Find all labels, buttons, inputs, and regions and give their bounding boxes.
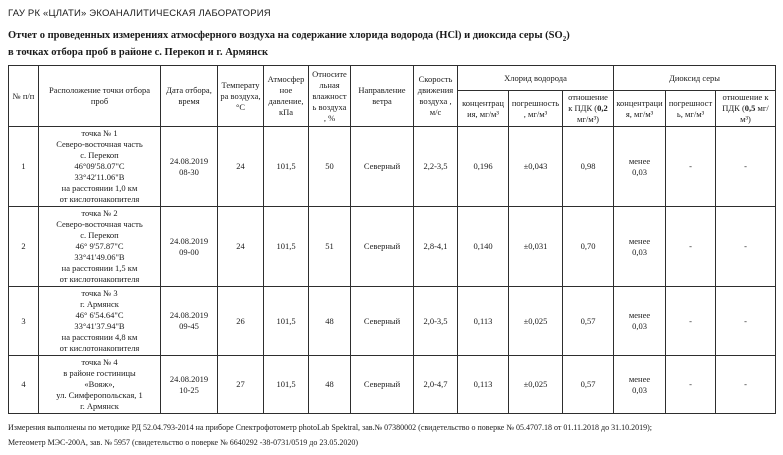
header-pressure: Атмосферное давление, кПа — [263, 65, 309, 128]
cell-so2-concentration: менее 0,03 — [613, 126, 666, 208]
cell-so2-pdk-ratio: - — [714, 286, 777, 357]
cell-temperature: 27 — [217, 355, 264, 415]
cell-hcl-concentration: 0,140 — [457, 206, 509, 288]
cell-so2-error: - — [665, 286, 716, 357]
cell-date: 24.08.2019 08-30 — [160, 126, 218, 208]
cell-num: 1 — [8, 126, 39, 208]
header-hcl-pdk-value: 0,2 — [597, 103, 608, 114]
cell-hcl-concentration: 0,113 — [457, 355, 509, 415]
table-header: № п/п Расположение точки отбора проб Дат… — [8, 65, 777, 128]
cell-date: 24.08.2019 09-45 — [160, 286, 218, 357]
cell-humidity: 48 — [308, 286, 351, 357]
report-title: Отчет о проведенных измерениях атмосферн… — [8, 29, 775, 60]
report-title-main: Отчет о проведенных измерениях атмосферн… — [8, 30, 563, 41]
cell-wind-speed: 2,8-4,1 — [413, 206, 458, 288]
cell-so2-pdk-ratio: - — [714, 206, 777, 288]
cell-num: 3 — [8, 286, 39, 357]
cell-pressure: 101,5 — [263, 355, 309, 415]
cell-so2-error: - — [665, 126, 716, 208]
cell-hcl-pdk-ratio: 0,57 — [562, 355, 614, 415]
cell-so2-error: - — [665, 206, 716, 288]
cell-location: точка № 2 Северо-восточная часть с. Пере… — [38, 206, 161, 288]
cell-location: точка № 1 Северо-восточная часть с. Пере… — [38, 126, 161, 208]
cell-pressure: 101,5 — [263, 206, 309, 288]
header-hcl-pdk-prefix: отношение к ПДК ( — [568, 92, 608, 114]
cell-pressure: 101,5 — [263, 286, 309, 357]
header-humidity: Относительная влажность воздуха , % — [308, 65, 351, 128]
cell-hcl-error: ±0,025 — [508, 286, 563, 357]
header-location: Расположение точки отбора проб — [38, 65, 161, 128]
cell-humidity: 51 — [308, 206, 351, 288]
cell-temperature: 26 — [217, 286, 264, 357]
cell-date: 24.08.2019 09-00 — [160, 206, 218, 288]
cell-so2-concentration: менее 0,03 — [613, 206, 666, 288]
cell-hcl-concentration: 0,113 — [457, 286, 509, 357]
footer-line-1: Измерения выполнены по методике РД 52.04… — [8, 423, 653, 433]
header-so2-pdk-prefix: отношение к ПДК ( — [722, 92, 769, 114]
cell-temperature: 24 — [217, 126, 264, 208]
cell-num: 2 — [8, 206, 39, 288]
lab-header: ГАУ РК «ЦЛАТИ» ЭКОАНАЛИТИЧЕСКАЯ ЛАБОРАТО… — [8, 8, 271, 19]
table-row: 4 точка № 4 в районе гостиницы «Вояж», у… — [8, 355, 777, 415]
cell-humidity: 48 — [308, 355, 351, 415]
cell-temperature: 24 — [217, 206, 264, 288]
header-so2-pdk: отношение к ПДК (0,5 мг/м³) — [714, 90, 777, 128]
cell-hcl-error: ±0,025 — [508, 355, 563, 415]
report-title-line1: Отчет о проведенных измерениях атмосферн… — [8, 29, 775, 46]
measurements-table: № п/п Расположение точки отбора проб Дат… — [8, 65, 777, 415]
cell-date: 24.08.2019 10-25 — [160, 355, 218, 415]
table-row: 2 точка № 2 Северо-восточная часть с. Пе… — [8, 206, 777, 288]
header-wind-direction: Направление ветра — [350, 65, 414, 128]
header-so2-pdk-value: 0,5 — [744, 103, 756, 114]
cell-pressure: 101,5 — [263, 126, 309, 208]
cell-so2-pdk-ratio: - — [714, 355, 777, 415]
cell-wind-speed: 2,0-3,5 — [413, 286, 458, 357]
header-so2-pdk-suffix: мг/м³) — [740, 103, 769, 125]
cell-location: точка № 4 в районе гостиницы «Вояж», ул.… — [38, 355, 161, 415]
header-so2-concentration: концентрация, мг/м³ — [613, 90, 666, 128]
header-so2-group: Диоксид серы — [612, 65, 777, 92]
cell-hcl-pdk-ratio: 0,98 — [562, 126, 614, 208]
header-wind-speed: Скорость движения воздуха , м/с — [413, 65, 458, 128]
cell-wind-speed: 2,2-3,5 — [413, 126, 458, 208]
report-title-subscript: 2 — [562, 35, 567, 44]
cell-wind-direction: Северный — [350, 355, 414, 415]
header-hcl-group: Хлорид водорода — [457, 65, 614, 92]
header-hcl-pdk: отношение к ПДК (0,2 мг/м³) — [562, 90, 614, 128]
cell-hcl-concentration: 0,196 — [457, 126, 509, 208]
cell-hcl-pdk-ratio: 0,70 — [562, 206, 614, 288]
cell-humidity: 50 — [308, 126, 351, 208]
cell-wind-direction: Северный — [350, 206, 414, 288]
header-group-row: № п/п Расположение точки отбора проб Дат… — [8, 65, 777, 128]
header-date: Дата отбора, время — [160, 65, 218, 128]
cell-so2-concentration: менее 0,03 — [613, 286, 666, 357]
header-hcl-error: погрешность, мг/м³ — [508, 90, 563, 128]
cell-hcl-pdk-ratio: 0,57 — [562, 286, 614, 357]
header-so2-error: погрешность, мг/м³ — [665, 90, 716, 128]
footer-line-2: Метеометр МЭС-200А, зав. № 5957 (свидете… — [8, 438, 359, 448]
cell-location: точка № 3 г. Армянск 46° 6'54.64"С 33°41… — [38, 286, 161, 357]
header-num: № п/п — [8, 65, 39, 128]
header-hcl-pdk-suffix: мг/м³) — [577, 114, 599, 125]
cell-wind-speed: 2,0-4,7 — [413, 355, 458, 415]
cell-so2-error: - — [665, 355, 716, 415]
header-sub-row: концентрация, мг/м³ погрешность, мг/м³ о… — [9, 90, 777, 128]
cell-hcl-error: ±0,043 — [508, 126, 563, 208]
table-row: 3 точка № 3 г. Армянск 46° 6'54.64"С 33°… — [8, 286, 777, 357]
report-title-line2: в точках отбора проб в районе с. Перекоп… — [8, 47, 269, 59]
cell-so2-pdk-ratio: - — [714, 126, 777, 208]
header-hcl-concentration: концентрация, мг/м³ — [457, 90, 509, 128]
table-body: 1 точка № 1 Северо-восточная часть с. Пе… — [8, 126, 777, 415]
cell-so2-concentration: менее 0,03 — [613, 355, 666, 415]
cell-wind-direction: Северный — [350, 286, 414, 357]
cell-wind-direction: Северный — [350, 126, 414, 208]
methodology-footer: Измерения выполнены по методике РД 52.04… — [8, 420, 775, 450]
report-title-close-paren: ) — [566, 30, 570, 41]
cell-num: 4 — [8, 355, 39, 415]
header-temperature: Температура воздуха, °С — [217, 65, 264, 128]
table-row: 1 точка № 1 Северо-восточная часть с. Пе… — [8, 126, 777, 208]
cell-hcl-error: ±0,031 — [508, 206, 563, 288]
